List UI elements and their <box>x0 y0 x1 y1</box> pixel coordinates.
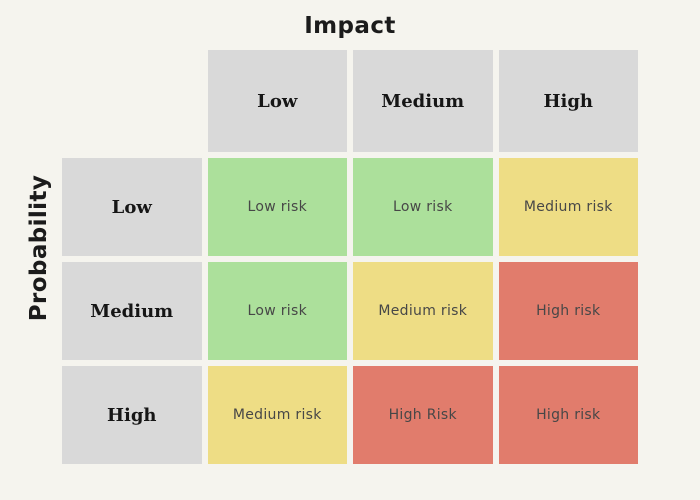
matrix-cell-medium-low: Low risk <box>207 262 347 360</box>
matrix-cell-low-low: Low risk <box>207 158 347 256</box>
matrix-cell-medium-medium: Medium risk <box>353 262 493 360</box>
row-header-low: Low <box>62 158 202 256</box>
matrix-cell-high-medium: High Risk <box>353 366 493 464</box>
column-header-medium: Medium <box>353 50 493 152</box>
x-axis-title-impact: Impact <box>304 13 396 39</box>
corner-spacer <box>62 50 202 152</box>
row-header-high: High <box>62 366 202 464</box>
matrix-grid: Low Medium High Low Low risk Low risk Me… <box>62 50 638 464</box>
matrix-cell-low-high: Medium risk <box>498 158 638 256</box>
column-header-high: High <box>498 50 638 152</box>
matrix-cell-medium-high: High risk <box>498 262 638 360</box>
matrix-cell-low-medium: Low risk <box>353 158 493 256</box>
matrix-cell-high-high: High risk <box>498 366 638 464</box>
matrix-cell-high-low: Medium risk <box>207 366 347 464</box>
row-header-medium: Medium <box>62 262 202 360</box>
y-axis-title-probability: Probability <box>26 174 52 322</box>
column-header-low: Low <box>207 50 347 152</box>
